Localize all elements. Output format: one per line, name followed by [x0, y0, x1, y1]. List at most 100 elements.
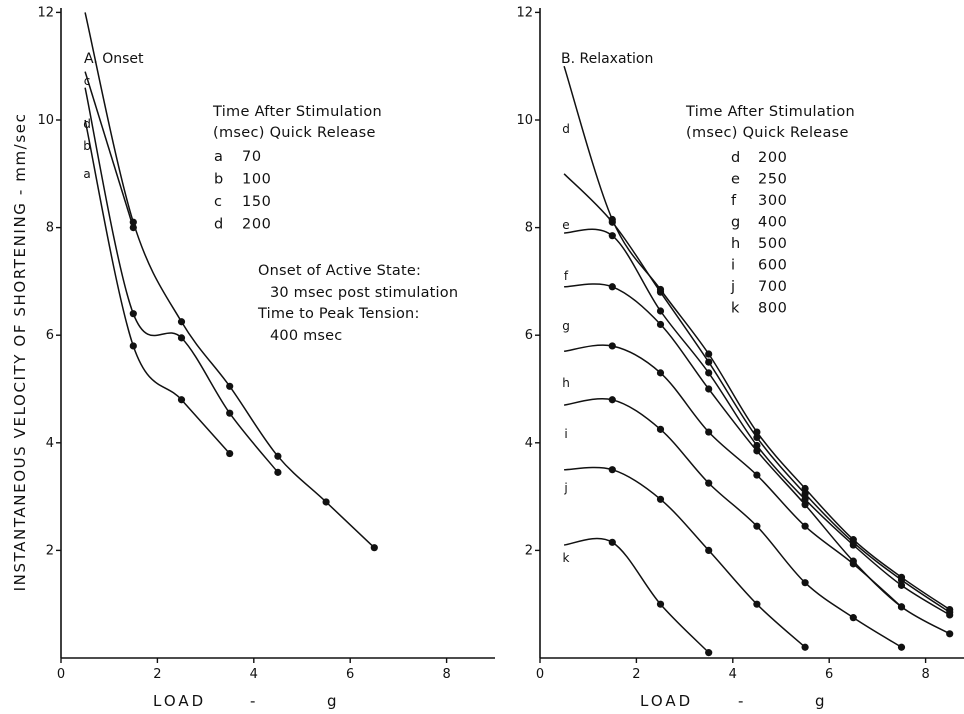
panel-b-point-e	[656, 288, 665, 296]
panel-b-legend-letter: e	[731, 172, 741, 188]
panel-b-curve-label-k: k	[563, 551, 570, 565]
panel-b-point-h	[897, 603, 906, 611]
panel-b-point-i	[753, 522, 761, 530]
panel-b-legend-letter: d	[731, 150, 741, 166]
panel-b-point-i	[608, 396, 616, 404]
panel-a-curve-label-d: d	[83, 117, 91, 131]
panel-a-legend: Time After Stimulation (msec) Quick Rele…	[212, 104, 382, 233]
panel-b-curve-label-e: e	[562, 218, 569, 232]
panel-b-point-i	[656, 425, 665, 433]
panel-b-point-e	[801, 490, 809, 498]
panel-b-curve-j	[564, 466, 806, 648]
panel-b-legend-letter: k	[731, 301, 740, 317]
panel-a-curve-label-c: c	[84, 74, 91, 88]
panel-b-legend-letter: i	[731, 258, 736, 274]
panel-a-x-tick-label: 2	[153, 667, 161, 682]
panel-b-point-j	[608, 466, 616, 474]
panel-b-y-tick-label: 4	[525, 436, 533, 451]
panel-b-legend-value: 400	[758, 215, 787, 231]
panel-b-point-k	[656, 600, 665, 608]
panel-b-xlabel-load: LOAD	[640, 692, 693, 710]
panel-b-y-tick-label: 2	[525, 543, 533, 558]
panel-b-point-k	[705, 649, 713, 657]
panel-a-legend-letter: d	[214, 217, 224, 233]
panel-b-point-f	[801, 495, 809, 503]
panel-a-point-b	[274, 468, 282, 476]
panel-a-x-tick-label: 8	[442, 667, 450, 682]
panel-b-legend-letter: j	[730, 279, 736, 295]
panel-a-note-4: 400 msec	[270, 328, 342, 344]
panel-b-legend-title-line-2: (msec) Quick Release	[686, 125, 849, 141]
panel-a-y-tick-label: 12	[37, 5, 54, 20]
panel-b-y-tick-label: 12	[516, 5, 533, 20]
panel-b-x-axis-label: LOAD - g	[640, 692, 828, 710]
panel-a-curve-label-b: b	[83, 139, 91, 153]
panel-b-legend-title-line-1: Time After Stimulation	[685, 104, 855, 120]
panel-a-curve-d	[84, 71, 135, 228]
panel-a-point-c	[322, 498, 330, 506]
panel-b-point-j	[753, 600, 761, 608]
panel-a-curve-c	[84, 12, 375, 549]
panel-b-point-e	[705, 358, 713, 366]
panel-a-legend-value: 150	[242, 194, 271, 210]
panel-a-note-3: Time to Peak Tension:	[257, 306, 420, 322]
panel-a-point-a	[129, 342, 137, 350]
panel-b-point-j	[656, 495, 665, 503]
panel-b-legend-letter: f	[731, 193, 737, 209]
panel-b-legend-value: 200	[758, 150, 787, 166]
panel-b-legend-value: 250	[758, 172, 787, 188]
panel-b-x-tick-label: 0	[536, 667, 544, 682]
panel-b-point-h	[705, 428, 713, 436]
panel-b-point-i	[849, 614, 857, 622]
panel-b-legend-value: 800	[758, 301, 787, 317]
panel-a-legend-letter: c	[214, 194, 223, 210]
panel-b-point-e	[753, 433, 761, 442]
panel-b-curve-label-f: f	[564, 269, 569, 283]
panel-a-legend-title-line-1: Time After Stimulation	[212, 104, 382, 120]
panel-b-curve-label-j: j	[563, 481, 567, 495]
panel-a-point-b	[129, 310, 137, 318]
panel-b-y-tick-label: 6	[525, 328, 533, 343]
panel-a-legend-value: 200	[242, 217, 271, 233]
panel-b-point-g	[656, 320, 665, 329]
panel-b-point-d	[705, 350, 713, 358]
panel-a-xlabel-unit: g	[327, 692, 340, 710]
panel-b-xlabel-unit: g	[815, 692, 828, 710]
panel-b-legend-value: 300	[758, 193, 787, 209]
panel-b-x-tick-label: 2	[632, 667, 640, 682]
panel-b-curve-f	[564, 228, 951, 616]
panel-a-y-tick-label: 2	[46, 543, 54, 558]
panel-b-curve-e	[563, 173, 951, 613]
panel-b-point-e	[608, 218, 616, 226]
panel-b-point-f	[608, 232, 616, 240]
panel-b-point-i	[705, 479, 713, 487]
panel-a-point-c	[129, 218, 137, 226]
panel-b-curve-label-g: g	[562, 319, 570, 333]
panel-b-point-g	[705, 385, 713, 393]
panel-b-legend-value: 600	[758, 258, 787, 274]
panel-b-point-f	[705, 369, 713, 377]
y-axis-label: INSTANTANEOUS VELOCITY OF SHORTENING - m…	[11, 113, 29, 592]
panel-b-point-h	[608, 342, 616, 350]
panel-b-point-i	[897, 643, 906, 651]
panel-b-point-g	[753, 447, 761, 455]
panel-a-y-tick-label: 6	[46, 328, 54, 343]
panel-a-note-2: 30 msec post stimulation	[270, 285, 458, 301]
panel-b-title: B. Relaxation	[561, 51, 653, 67]
panel-a-point-a	[177, 396, 186, 404]
panel-b-point-f	[897, 581, 906, 589]
panel-a-y-tick-label: 10	[37, 113, 54, 128]
panel-a-point-c	[274, 452, 282, 460]
panel-b-curve-k	[563, 537, 710, 654]
panel-a-xlabel-dash: -	[250, 692, 258, 710]
panel-a-legend-value: 100	[242, 172, 271, 188]
panel-b-curve-i	[563, 398, 902, 648]
panel-b-point-h	[753, 471, 761, 479]
panel-a-curve-label-a: a	[83, 167, 90, 181]
panel-b-y-tick-label: 10	[516, 113, 533, 128]
panel-b-legend-letter: g	[731, 215, 741, 231]
panel-a-y-tick-label: 8	[46, 221, 54, 236]
